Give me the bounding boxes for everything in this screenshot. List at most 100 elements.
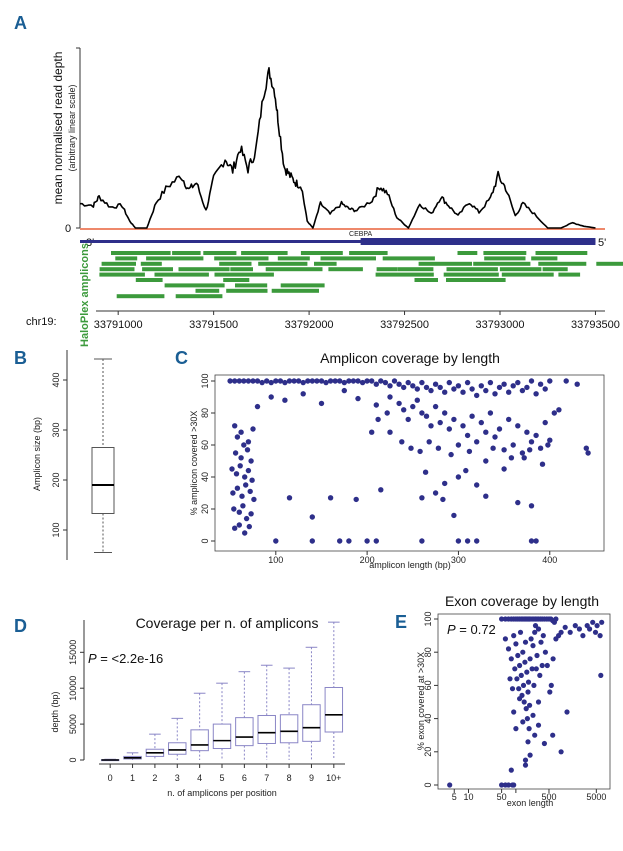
panel-a-ylabel-text: mean normalised read depth <box>51 52 65 205</box>
panel-c-point <box>236 522 242 528</box>
panel-b-yticks: 100 200 300 400 <box>51 372 67 538</box>
panel-a-depth-line <box>80 67 596 229</box>
amplicon-bar <box>446 278 506 282</box>
panel-e-point <box>534 652 540 659</box>
panel-c-point <box>556 407 562 413</box>
panel-c-point <box>373 402 379 408</box>
panel-c-point <box>373 381 379 387</box>
panel-c-xtick-label: 400 <box>542 555 557 565</box>
panel-c-point <box>314 378 320 384</box>
amplicon-bar <box>418 261 472 266</box>
panel-e-point <box>532 629 538 635</box>
panel-d-pvalue-value: = <2.2e-16 <box>97 651 164 666</box>
panel-c-point <box>337 378 343 384</box>
panel-c-point <box>341 379 347 386</box>
panel-c-point <box>528 538 535 544</box>
panel-d-xtick-label: 6 <box>242 773 247 783</box>
panel-b-ylabel: Amplicon size (bp) <box>32 417 42 491</box>
panel-e-point <box>447 782 453 788</box>
panel-b-ytick-label: 400 <box>51 372 61 387</box>
amplicon-bar <box>230 267 253 272</box>
panel-d-xtick-label: 8 <box>287 773 292 783</box>
panel-c-point <box>440 496 446 503</box>
panel-c-point <box>437 384 443 391</box>
panel-c-point <box>300 379 306 386</box>
amplicon-bar <box>135 278 163 282</box>
panel-d-xtick-label: 10+ <box>326 773 341 783</box>
panel-c-ytick-label: 20 <box>200 504 210 514</box>
panel-c-point <box>327 495 334 501</box>
panel-e-point <box>520 649 526 655</box>
panel-d-pvalue-symbol: P <box>88 651 97 666</box>
panel-c-point <box>291 378 297 384</box>
panel-c-point <box>419 379 425 386</box>
panel-e-point <box>520 682 527 689</box>
panel-c-point <box>327 378 334 384</box>
panel-b-box <box>91 447 115 514</box>
amplicon-bar <box>111 251 171 255</box>
panel-c-point <box>251 496 257 503</box>
panel-c-point <box>583 445 589 451</box>
panel-d-ytick-label: 5000 <box>68 714 78 734</box>
panel-e-point <box>537 672 543 679</box>
panel-c-point <box>551 410 557 416</box>
amplicon-bar <box>558 272 581 277</box>
panel-c-point <box>387 394 393 400</box>
panel-c-ylabel: % amplicon covered >30X <box>189 411 199 516</box>
panel-e-point <box>522 659 528 665</box>
panel-d-box <box>324 686 344 733</box>
panel-c-point <box>387 429 393 435</box>
amplicon-bar <box>116 294 165 299</box>
gene-name-label: CEBPA <box>349 231 373 238</box>
panel-d-xtick-label: 5 <box>219 773 224 783</box>
panel-c-point <box>463 467 469 474</box>
panel-e-point <box>558 629 564 635</box>
panel-c-point <box>501 447 507 453</box>
panel-c-point <box>469 413 475 419</box>
panel-e-point <box>576 626 583 632</box>
panel-c-point <box>419 410 425 416</box>
panel-label-a: A <box>14 13 27 33</box>
panel-d-ytick-label: 0 <box>68 757 78 762</box>
panel-e-point <box>505 782 512 788</box>
panel-e-xtick-label: 50 <box>497 792 507 802</box>
panel-e-point <box>517 662 523 669</box>
panel-c-xtick-label: 100 <box>268 555 283 565</box>
panel-c-point <box>423 413 430 419</box>
amplicon-bar <box>596 261 623 266</box>
panel-d-ytick-label: 15000 <box>68 640 78 665</box>
amplicon-bar <box>457 251 478 255</box>
panel-c-point <box>341 387 347 394</box>
panel-c-point <box>248 458 254 464</box>
panel-e-point <box>509 686 516 692</box>
panel-c-point <box>318 378 325 384</box>
panel-e-point <box>529 666 535 672</box>
amplicon-bar <box>484 256 526 261</box>
panel-e-title: Exon coverage by length <box>445 593 599 609</box>
panel-c-point <box>273 378 279 384</box>
amplicon-bar <box>349 251 388 255</box>
panel-c-point <box>483 429 489 435</box>
panel-c-xtick-label: 200 <box>360 555 375 565</box>
panel-e-point <box>597 633 603 639</box>
panel-c-point <box>318 400 325 407</box>
panel-e-point <box>517 629 524 635</box>
panel-c-point <box>539 461 546 467</box>
panel-c-point <box>408 445 414 451</box>
panel-c-point <box>533 538 539 544</box>
amplicon-bar <box>235 283 268 288</box>
panel-e-point <box>512 666 518 672</box>
panel-c-point <box>537 381 544 387</box>
amplicon-bar <box>271 288 319 293</box>
amplicon-bar <box>446 267 498 272</box>
amplicon-bar <box>501 272 554 277</box>
panel-c-ytick-label: 60 <box>200 440 210 450</box>
panel-c-point <box>232 525 238 531</box>
panel-c-point <box>510 383 516 389</box>
amplicon-bar <box>226 288 268 293</box>
panel-c-point <box>492 391 498 397</box>
panel-d-box <box>212 723 232 750</box>
panel-c-point <box>414 397 420 403</box>
panel-e-point <box>567 629 573 635</box>
panel-a-xtick-label: 33793500 <box>571 319 620 331</box>
